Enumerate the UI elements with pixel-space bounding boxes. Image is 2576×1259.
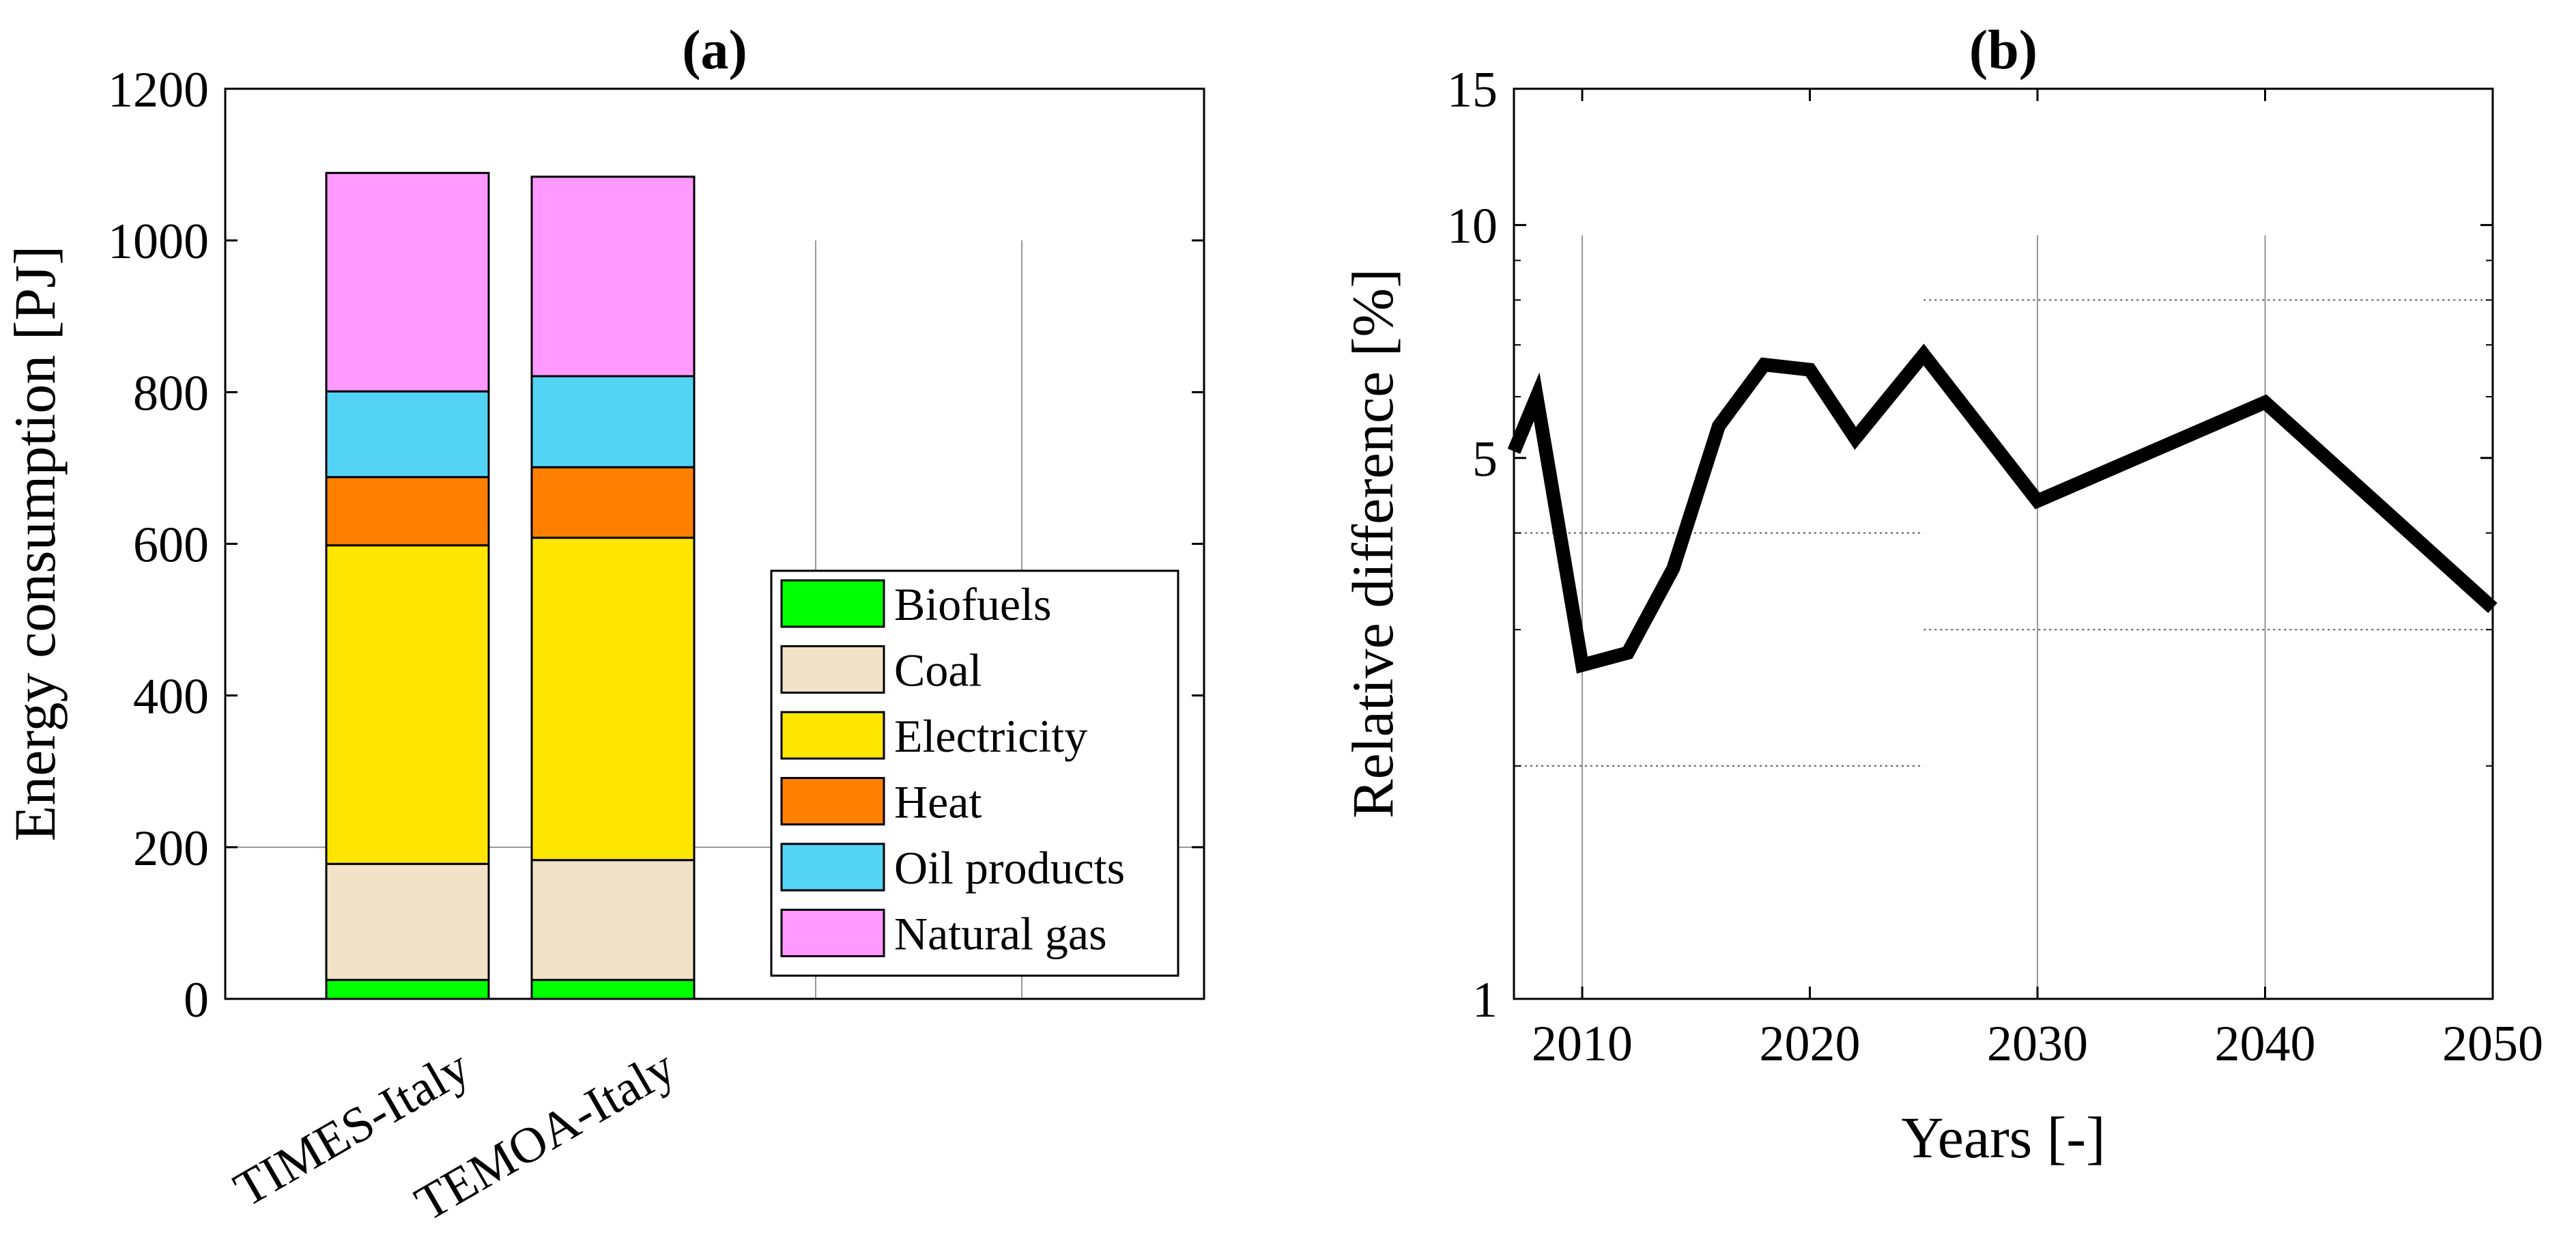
bar-temoa-italy-electricity (530, 537, 696, 862)
panel-b-plot-area (1514, 89, 2493, 999)
panel-a-legend: Biofuels Coal Electricity Heat Oil products N… (770, 569, 1179, 977)
panel-b-gridlines (1514, 235, 2493, 999)
series-line-relative-difference (1507, 343, 2498, 674)
legend-swatch-heat (780, 777, 885, 825)
bar-times-italy-heat (325, 476, 490, 547)
panel-a-y-tick-label: 800 (133, 365, 209, 421)
legend-swatch-natural-gas (780, 909, 885, 957)
legend-label-heat: Heat (894, 776, 982, 828)
panel-a-bars (325, 171, 696, 1000)
bar-times-italy-electricity (325, 544, 490, 865)
panel-a-y-tick-label: 200 (133, 821, 209, 877)
panel-b-x-ticks: 2010 2020 2030 2040 2050 (1532, 89, 2543, 1072)
panel-a-y-tick-label: 0 (184, 972, 209, 1028)
panel-b-x-axis-label: Years [-] (1901, 1105, 2105, 1170)
bar-temoa-italy-coal (530, 859, 696, 981)
panel-b-x-tick-label: 2010 (1532, 1016, 1633, 1072)
bar-temoa-italy-natural-gas (530, 175, 696, 378)
legend-swatch-biofuels (780, 579, 885, 628)
panel-a-y-tick-label: 1000 (108, 214, 209, 270)
bar-temoa-italy-heat (530, 466, 696, 539)
legend-label-oil-products: Oil products (894, 842, 1125, 894)
panel-b-y-tick-label: 5 (1472, 432, 1498, 487)
panel-a-y-axis-label: Energy consumption [PJ] (2, 246, 68, 842)
bar-temoa-italy-biofuels (530, 978, 696, 1000)
panel-b-y-tick-label: 15 (1447, 62, 1498, 118)
panel-b-x-tick-label: 2020 (1760, 1016, 1861, 1072)
bar-times-italy-natural-gas (325, 171, 490, 393)
legend-swatch-electricity (780, 711, 885, 760)
legend-swatch-coal (780, 645, 885, 694)
panel-b-axes-box (1513, 87, 2494, 1000)
panel-a-y-ticks: 0 200 400 600 800 1000 1200 (108, 62, 1204, 1028)
legend-label-coal: Coal (894, 645, 982, 696)
panel-a-y-tick-label: 1200 (108, 62, 209, 118)
legend-label-natural-gas: Natural gas (894, 908, 1107, 960)
panel-b-series (1507, 343, 2498, 674)
panel-b-x-tick-label: 2040 (2215, 1016, 2316, 1072)
legend-label-biofuels: Biofuels (894, 578, 1051, 630)
panel-b-y-tick-label: 10 (1447, 199, 1498, 255)
panel-a-y-tick-label: 400 (133, 669, 209, 725)
panel-a-chart: 0 200 400 600 800 1000 1200 TIMES-ItalyTEMOA-I… (2, 18, 1205, 1232)
panel-b-x-tick-label: 2030 (1987, 1016, 2088, 1072)
bar-times-italy-oil-products (325, 390, 490, 479)
panel-b-y-tick-label: 1 (1472, 972, 1498, 1028)
bar-times-italy-biofuels (325, 978, 490, 1000)
legend-label-electricity: Electricity (894, 710, 1087, 762)
panel-a-y-tick-label: 600 (133, 518, 209, 574)
legend-swatch-oil-products (780, 843, 885, 892)
bar-temoa-italy-oil-products (530, 375, 696, 468)
legend-box (770, 569, 1179, 977)
panel-b-title: (b) (1969, 18, 2037, 81)
panel-a-title: (a) (682, 18, 747, 81)
panel-b-y-axis-label: Relative difference [%] (1340, 268, 1405, 818)
panel-b-x-tick-label: 2050 (2442, 1016, 2543, 1072)
bar-times-italy-coal (325, 862, 490, 981)
